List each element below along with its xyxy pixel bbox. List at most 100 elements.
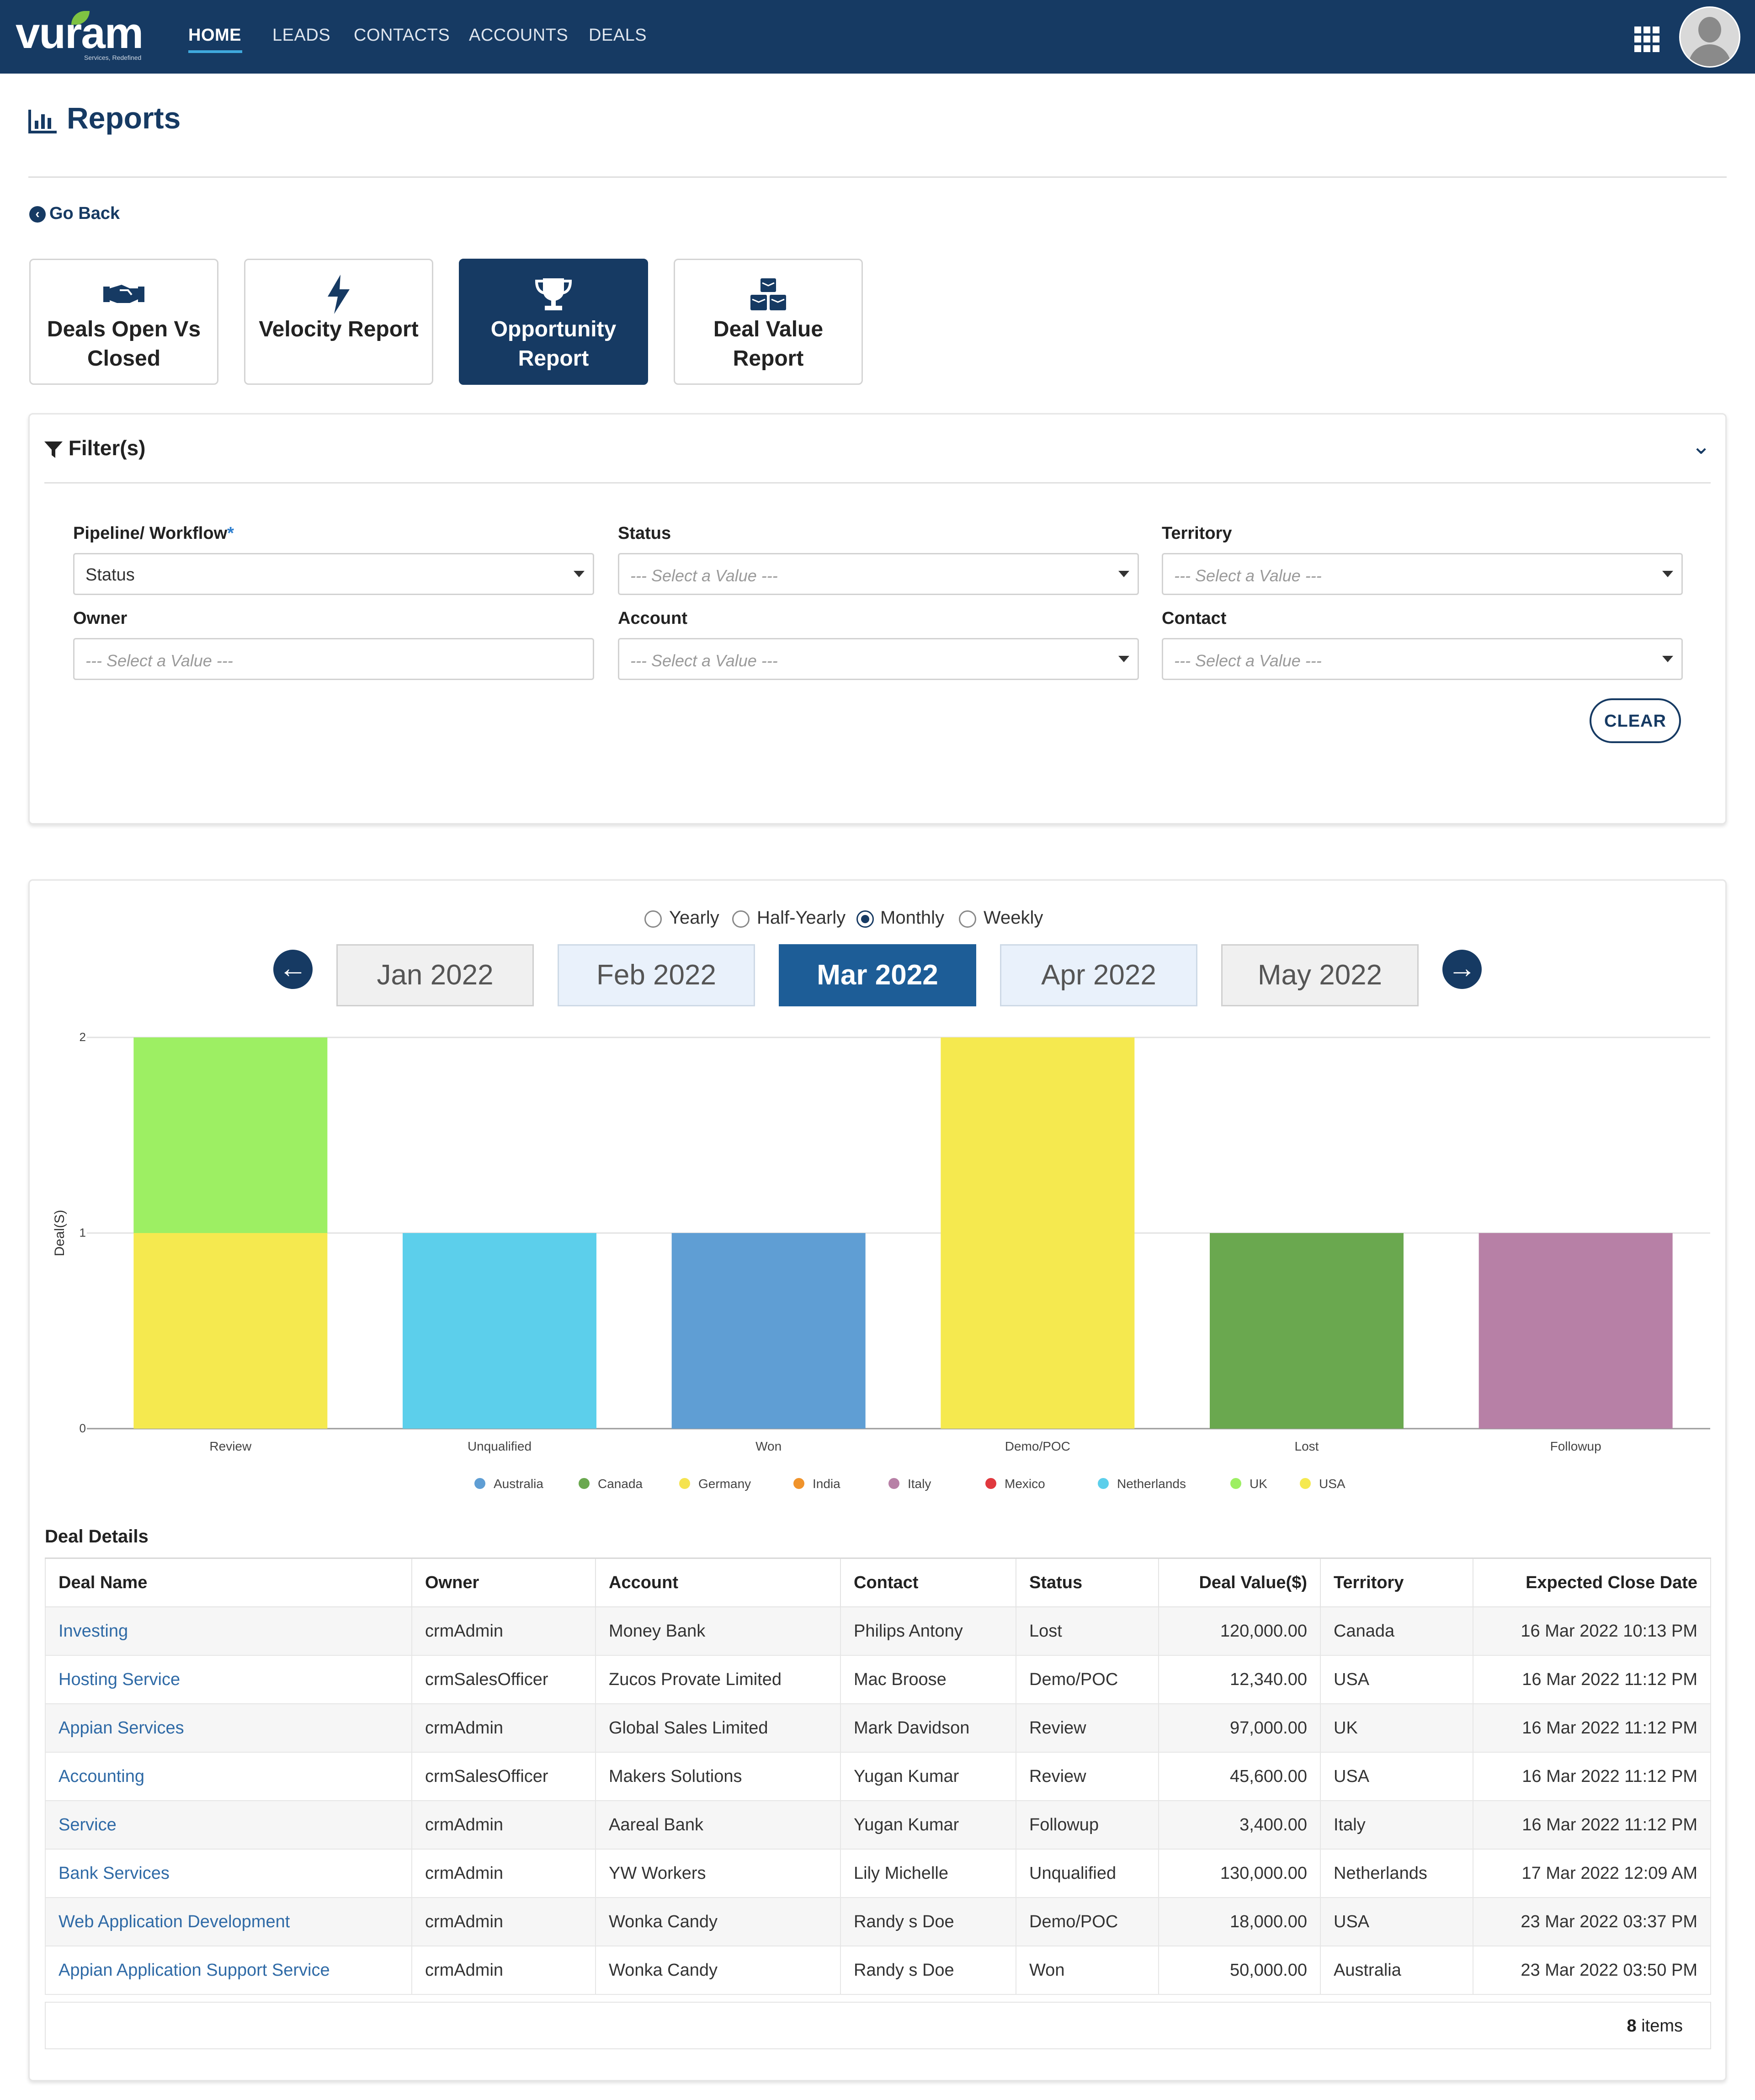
account-placeholder: --- Select a Value ---	[630, 651, 778, 670]
title-divider	[28, 176, 1727, 178]
col-deal-name[interactable]: Deal Name	[45, 1558, 412, 1607]
filters-header[interactable]: Filter(s)	[44, 436, 145, 460]
go-back-label: Go Back	[49, 204, 120, 223]
nav-deals[interactable]: DEALS	[589, 26, 647, 45]
app-grid-icon[interactable]	[1634, 27, 1660, 52]
items-count: 8 items	[1627, 2016, 1683, 2036]
clear-button[interactable]: CLEAR	[1590, 698, 1681, 743]
territory-select[interactable]: --- Select a Value ---	[1162, 553, 1683, 595]
go-back-link[interactable]: ‹ Go Back	[29, 204, 120, 223]
next-arrow-icon[interactable]: →	[1442, 950, 1482, 989]
trophy-icon	[460, 274, 647, 321]
account-cell: Aareal Bank	[595, 1800, 841, 1850]
vuram-logo[interactable]: vuram Services, Redefined	[16, 8, 153, 63]
account-select[interactable]: --- Select a Value ---	[618, 638, 1139, 680]
user-avatar[interactable]	[1679, 6, 1740, 68]
deal-name-link[interactable]: Web Application Development	[45, 1897, 412, 1946]
deal-name-link[interactable]: Service	[45, 1800, 412, 1850]
bar-chart-icon	[28, 110, 57, 133]
radio-weekly[interactable]	[959, 910, 976, 928]
nav-leads[interactable]: LEADS	[272, 26, 331, 45]
owner-cell: crmSalesOfficer	[411, 1752, 596, 1801]
col-deal-value[interactable]: Deal Value($)	[1158, 1558, 1321, 1607]
table-row: Hosting Service crmSalesOfficer Zucos Prov…	[45, 1655, 1711, 1704]
col-owner[interactable]: Owner	[411, 1558, 596, 1607]
radio-half-yearly[interactable]	[732, 910, 750, 928]
deal-name-link[interactable]: Hosting Service	[45, 1655, 412, 1704]
deal-value-cell: 120,000.00	[1158, 1606, 1321, 1656]
status-cell: Followup	[1016, 1800, 1159, 1850]
nav-contacts[interactable]: CONTACTS	[354, 26, 450, 45]
deal-name-link[interactable]: Appian Application Support Service	[45, 1946, 412, 1995]
contact-cell: Randy s Doe	[840, 1897, 1016, 1946]
territory-cell: Canada	[1320, 1606, 1473, 1656]
tab-deal-value-report[interactable]: Deal Value Report	[674, 259, 863, 385]
owner-label: Owner	[73, 609, 128, 628]
logo-tagline: Services, Redefined	[84, 54, 142, 61]
territory-cell: USA	[1320, 1752, 1473, 1801]
month-may-2022[interactable]: May 2022	[1221, 944, 1419, 1006]
deal-value-cell: 97,000.00	[1158, 1703, 1321, 1753]
col-territory[interactable]: Territory	[1320, 1558, 1473, 1607]
deal-name-link[interactable]: Accounting	[45, 1752, 412, 1801]
col-contact[interactable]: Contact	[840, 1558, 1016, 1607]
month-jan-2022[interactable]: Jan 2022	[336, 944, 534, 1006]
col-expected-close-date[interactable]: Expected Close Date	[1473, 1558, 1711, 1607]
close-date-cell: 23 Mar 2022 03:37 PM	[1473, 1897, 1711, 1946]
account-cell: Zucos Provate Limited	[595, 1655, 841, 1704]
tab-label: Deal Value Report	[713, 317, 824, 371]
contact-cell: Lily Michelle	[840, 1849, 1016, 1898]
deal-value-cell: 3,400.00	[1158, 1800, 1321, 1850]
territory-cell: Netherlands	[1320, 1849, 1473, 1898]
owner-cell: crmAdmin	[411, 1897, 596, 1946]
status-cell: Won	[1016, 1946, 1159, 1995]
dropdown-arrow-icon	[1118, 656, 1129, 662]
radio-yearly[interactable]	[644, 910, 662, 928]
tab-deals-open-vs-closed[interactable]: Deals Open Vs Closed	[29, 259, 218, 385]
owner-placeholder: --- Select a Value ---	[85, 651, 233, 670]
close-date-cell: 16 Mar 2022 11:12 PM	[1473, 1752, 1711, 1801]
territory-cell: USA	[1320, 1655, 1473, 1704]
close-date-cell: 16 Mar 2022 10:13 PM	[1473, 1606, 1711, 1656]
prev-arrow-icon[interactable]: ←	[273, 950, 313, 989]
deal-details-title: Deal Details	[45, 1526, 149, 1547]
deal-name-link[interactable]: Bank Services	[45, 1849, 412, 1898]
territory-cell: Australia	[1320, 1946, 1473, 1995]
handshake-icon	[31, 274, 217, 316]
tab-opportunity-report[interactable]: Opportunity Report	[459, 259, 648, 385]
tab-velocity-report[interactable]: Velocity Report	[244, 259, 433, 385]
account-label: Account	[618, 609, 687, 628]
month-mar-2022[interactable]: Mar 2022	[779, 944, 976, 1006]
deal-name-link[interactable]: Investing	[45, 1606, 412, 1656]
deal-value-cell: 50,000.00	[1158, 1946, 1321, 1995]
owner-cell: crmAdmin	[411, 1800, 596, 1850]
account-cell: Global Sales Limited	[595, 1703, 841, 1753]
contact-cell: Yugan Kumar	[840, 1752, 1016, 1801]
filters-panel: Filter(s) ⌄	[28, 413, 1727, 824]
month-apr-2022[interactable]: Apr 2022	[1000, 944, 1197, 1006]
contact-label: Contact	[1162, 609, 1227, 628]
contact-select[interactable]: --- Select a Value ---	[1162, 638, 1683, 680]
chevron-down-icon[interactable]: ⌄	[1691, 433, 1711, 459]
filters-divider	[44, 482, 1711, 484]
month-feb-2022[interactable]: Feb 2022	[558, 944, 755, 1006]
col-status[interactable]: Status	[1016, 1558, 1159, 1607]
col-account[interactable]: Account	[595, 1558, 841, 1607]
nav-accounts[interactable]: ACCOUNTS	[469, 26, 569, 45]
radio-yearly-label: Yearly	[669, 908, 719, 928]
deal-name-link[interactable]: Appian Services	[45, 1703, 412, 1753]
dropdown-arrow-icon	[1662, 656, 1673, 662]
owner-input[interactable]: --- Select a Value ---	[73, 638, 594, 680]
radio-weekly-label: Weekly	[984, 908, 1043, 928]
cubes-icon	[675, 274, 862, 321]
radio-monthly[interactable]	[856, 910, 874, 928]
account-cell: Wonka Candy	[595, 1897, 841, 1946]
nav-home[interactable]: HOME	[188, 26, 241, 45]
table-footer: 8 items	[45, 2002, 1711, 2049]
pipeline-select[interactable]: Status	[73, 553, 594, 595]
dropdown-arrow-icon	[1662, 571, 1673, 577]
close-date-cell: 16 Mar 2022 11:12 PM	[1473, 1703, 1711, 1753]
account-cell: YW Workers	[595, 1849, 841, 1898]
status-select[interactable]: --- Select a Value ---	[618, 553, 1139, 595]
close-date-cell: 17 Mar 2022 12:09 AM	[1473, 1849, 1711, 1898]
